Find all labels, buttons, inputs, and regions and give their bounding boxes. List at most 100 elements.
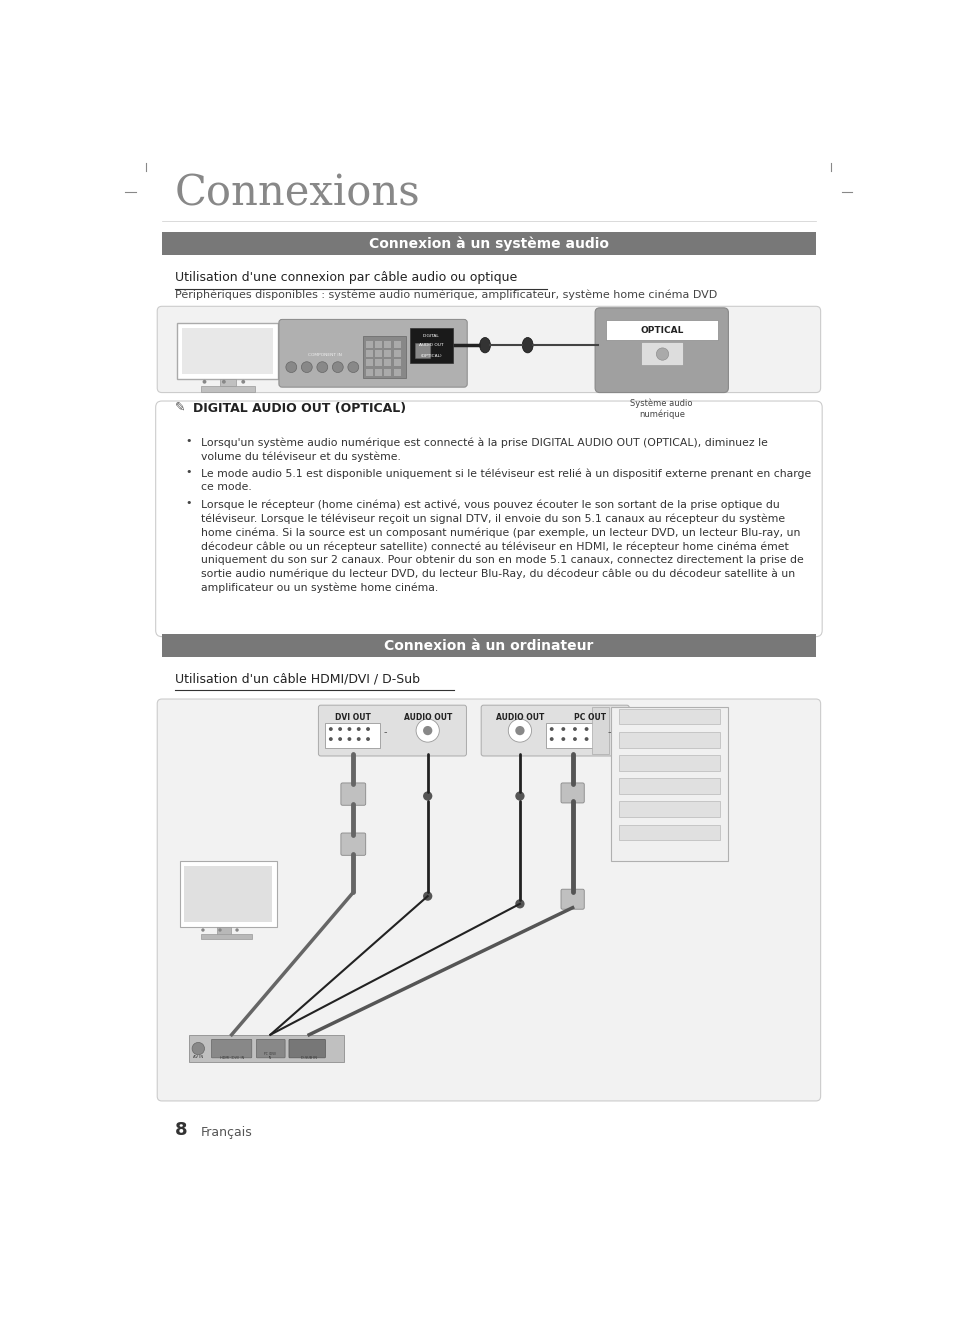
Text: •: •	[185, 437, 192, 446]
Circle shape	[422, 726, 432, 735]
Bar	[220, 378, 235, 386]
Bar	[545, 723, 599, 747]
Circle shape	[286, 362, 296, 373]
Bar	[189, 1035, 344, 1062]
FancyBboxPatch shape	[256, 1039, 285, 1058]
Circle shape	[508, 719, 531, 742]
Bar	[394, 369, 400, 376]
Text: DVI OUT: DVI OUT	[335, 713, 371, 722]
Circle shape	[347, 727, 351, 731]
Bar	[179, 861, 276, 928]
Bar	[384, 369, 391, 376]
Text: 8: 8	[174, 1121, 188, 1139]
FancyBboxPatch shape	[212, 1039, 252, 1058]
FancyBboxPatch shape	[560, 783, 583, 803]
Bar	[200, 386, 254, 391]
Circle shape	[337, 727, 342, 731]
Circle shape	[549, 727, 553, 731]
Bar	[177, 324, 278, 378]
Text: AUDIO OUT: AUDIO OUT	[496, 713, 543, 722]
Bar	[375, 360, 381, 366]
Text: Lorsqu'un système audio numérique est connecté à la prise DIGITAL AUDIO OUT (OPT: Lorsqu'un système audio numérique est co…	[200, 438, 767, 462]
FancyBboxPatch shape	[155, 401, 821, 637]
Text: Utilisation d'une connexion par câble audio ou optique: Utilisation d'une connexion par câble au…	[174, 271, 517, 284]
Text: ✎: ✎	[174, 401, 185, 413]
Bar	[201, 934, 252, 940]
Circle shape	[560, 736, 565, 740]
Bar	[375, 369, 381, 376]
Circle shape	[348, 362, 358, 373]
Text: Le mode audio 5.1 est disponible uniquement si le téléviseur est relié à un disp: Le mode audio 5.1 est disponible uniquem…	[200, 468, 810, 492]
Circle shape	[235, 929, 238, 932]
Text: AV IN: AV IN	[193, 1055, 203, 1059]
Bar	[384, 341, 391, 348]
FancyBboxPatch shape	[415, 344, 431, 358]
Text: DIGITAL: DIGITAL	[422, 334, 439, 338]
Bar	[182, 328, 274, 374]
Text: numérique: numérique	[639, 410, 684, 419]
Circle shape	[656, 348, 668, 360]
Circle shape	[366, 736, 370, 740]
Text: Utilisation d'un câble HDMI/DVI / D-Sub: Utilisation d'un câble HDMI/DVI / D-Sub	[174, 673, 419, 685]
Bar	[365, 369, 373, 376]
Text: Connexions: Connexions	[174, 173, 420, 215]
Text: Périphériques disponibles : système audio numérique, amplificateur, système home: Périphériques disponibles : système audi…	[174, 289, 717, 300]
Bar	[184, 867, 272, 922]
Ellipse shape	[479, 337, 490, 353]
Text: Connexion à un ordinateur: Connexion à un ordinateur	[384, 638, 593, 653]
Text: -: -	[607, 727, 610, 738]
Circle shape	[356, 727, 360, 731]
Bar	[375, 341, 381, 348]
Text: OPTICAL: OPTICAL	[639, 325, 682, 334]
Text: PC OUT: PC OUT	[574, 713, 606, 722]
Text: Français: Français	[200, 1125, 253, 1139]
Circle shape	[560, 727, 565, 731]
Text: PC (DVI)
IN: PC (DVI) IN	[264, 1052, 276, 1060]
Bar	[375, 350, 381, 357]
Circle shape	[422, 791, 432, 800]
Circle shape	[202, 380, 206, 384]
FancyBboxPatch shape	[278, 320, 467, 387]
Circle shape	[222, 380, 226, 384]
Circle shape	[515, 900, 524, 909]
Text: •: •	[185, 498, 192, 508]
Bar	[384, 350, 391, 357]
Bar	[618, 779, 720, 794]
Bar	[162, 232, 815, 256]
Circle shape	[218, 929, 221, 932]
Ellipse shape	[521, 337, 533, 353]
FancyBboxPatch shape	[641, 342, 682, 366]
FancyBboxPatch shape	[157, 699, 820, 1101]
Bar	[618, 709, 720, 725]
Bar	[394, 341, 400, 348]
Circle shape	[422, 892, 432, 901]
Bar	[162, 634, 815, 657]
Bar	[618, 802, 720, 817]
Text: •: •	[185, 467, 192, 478]
Bar	[363, 336, 406, 378]
Circle shape	[192, 1043, 204, 1055]
Circle shape	[329, 727, 333, 731]
Circle shape	[201, 929, 205, 932]
Text: (OPTICAL): (OPTICAL)	[420, 354, 441, 358]
Bar	[394, 360, 400, 366]
Circle shape	[347, 736, 351, 740]
Circle shape	[241, 380, 245, 384]
FancyBboxPatch shape	[480, 705, 629, 756]
Bar	[618, 824, 720, 840]
Bar	[605, 320, 717, 340]
Text: AUDIO OUT: AUDIO OUT	[403, 713, 452, 722]
Circle shape	[515, 791, 524, 800]
Text: Système audio: Système audio	[630, 398, 692, 409]
Bar	[618, 755, 720, 771]
Bar	[324, 723, 380, 747]
Bar	[365, 341, 373, 348]
Bar	[592, 707, 608, 754]
Bar	[394, 350, 400, 357]
Circle shape	[301, 362, 312, 373]
Bar	[410, 328, 452, 362]
Circle shape	[337, 736, 342, 740]
Text: Lorsque le récepteur (home cinéma) est activé, vous pouvez écouter le son sortan: Lorsque le récepteur (home cinéma) est a…	[200, 499, 802, 593]
Circle shape	[573, 736, 577, 740]
Circle shape	[584, 727, 588, 731]
